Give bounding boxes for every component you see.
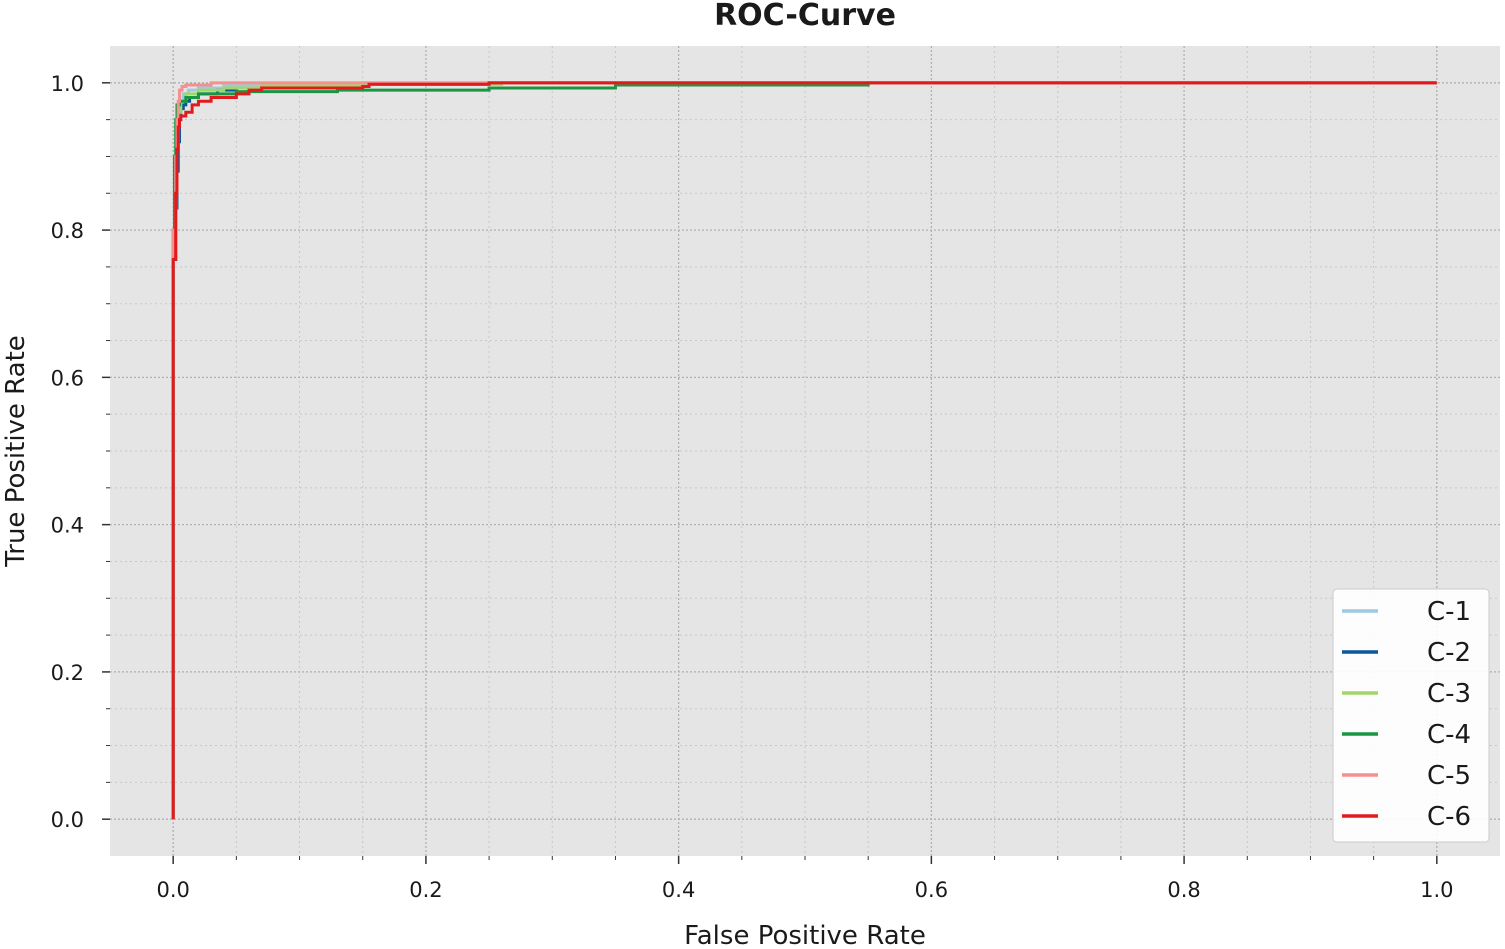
legend-label: C-5: [1427, 761, 1471, 791]
x-tick-label: 0.2: [409, 878, 442, 902]
legend-label: C-3: [1427, 679, 1471, 709]
y-tick-label: 1.0: [51, 72, 84, 96]
chart-title: ROC-Curve: [714, 0, 896, 33]
y-tick-label: 0.6: [51, 366, 84, 390]
y-tick-label: 0.8: [51, 219, 84, 243]
series-lines: [171, 81, 1437, 820]
legend-label: C-2: [1427, 638, 1471, 668]
x-tick-label: 0.0: [156, 878, 189, 902]
y-axis-label: True Positive Rate: [1, 335, 31, 568]
axis-ticks: 0.0 0.2 0.4 0.6 0.8 1.0 0.0 0.2 0.4 0.6 0.8 1.0: [51, 72, 1454, 902]
x-tick-label: 0.4: [662, 878, 695, 902]
x-tick-label: 0.6: [915, 878, 948, 902]
minor-gridlines: [110, 46, 1500, 856]
y-tick-label: 0.2: [51, 661, 84, 685]
series-line-c-6: [171, 81, 1437, 820]
legend-label: C-6: [1427, 802, 1471, 832]
x-tick-label: 0.8: [1167, 878, 1200, 902]
y-tick-label: 0.0: [51, 808, 84, 832]
y-tick-label: 0.4: [51, 514, 84, 538]
legend-label: C-1: [1427, 597, 1471, 627]
legend: C-1 C-2 C-3 C-4 C-5 C-6: [1332, 588, 1490, 843]
x-tick-label: 1.0: [1420, 878, 1453, 902]
x-axis-label: False Positive Rate: [684, 921, 926, 949]
legend-label: C-4: [1427, 720, 1471, 750]
